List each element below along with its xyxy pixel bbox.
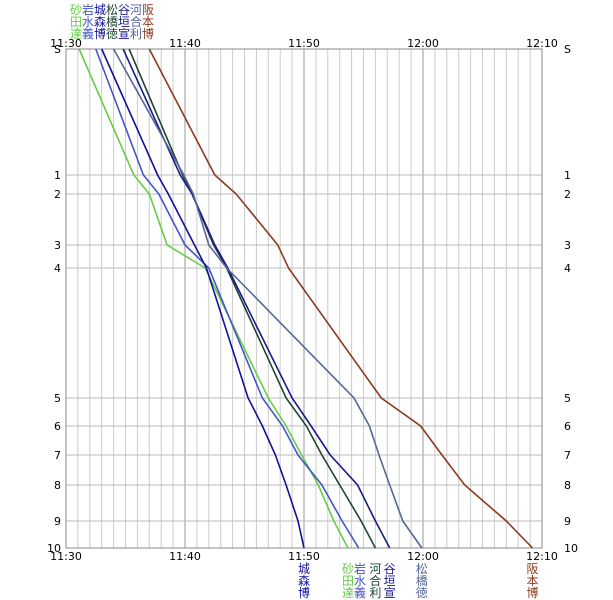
series-line-1: [78, 48, 349, 549]
y-tick-label-left: S: [54, 43, 61, 56]
top-name-label: 砂: [70, 3, 82, 17]
bottom-name-label: 水: [354, 574, 366, 588]
y-tick-label-left: 1: [54, 169, 61, 182]
y-tick-label-left: 3: [54, 239, 61, 252]
bottom-name-label: 本: [526, 574, 538, 588]
x-tick-label-bottom: 12:00: [407, 550, 439, 563]
bottom-name-label: 利: [369, 586, 381, 600]
bottom-name-label: 宣: [384, 585, 396, 600]
top-name-label: 水: [82, 15, 94, 29]
bottom-name-label: 松: [416, 562, 428, 576]
y-tick-label-left: 6: [54, 420, 61, 433]
y-tick-label-right: 10: [564, 542, 578, 555]
x-tick-label-top: 11:40: [169, 37, 201, 50]
x-tick-label-bottom: 11:30: [50, 550, 82, 563]
top-name-label: 森: [94, 14, 106, 29]
top-name-label: 岩: [82, 2, 94, 17]
y-tick-label-left: 9: [54, 515, 61, 528]
bottom-name-label: 城: [298, 562, 310, 576]
y-tick-label-left: 10: [47, 542, 61, 555]
y-tick-label-left: 4: [54, 262, 61, 275]
series-lines: [78, 48, 534, 549]
top-name-label: 宣: [118, 26, 130, 41]
bottom-name-label: 博: [526, 585, 538, 600]
top-name-label: 橋: [106, 15, 118, 29]
top-name-label: 河: [130, 3, 142, 17]
x-tick-label-top: 11:50: [288, 37, 320, 50]
bottom-name-label: 合: [369, 573, 381, 588]
y-tick-label-right: 3: [564, 239, 571, 252]
series-line-3: [100, 48, 305, 549]
y-tick-label-right: 6: [564, 420, 571, 433]
y-tick-label-right: 4: [564, 262, 571, 275]
top-name-label: 博: [94, 26, 106, 41]
y-tick-label-right: S: [564, 43, 571, 56]
bottom-name-label: 阪: [526, 562, 538, 576]
series-line-2: [95, 48, 360, 549]
bottom-name-label: 垣: [384, 574, 396, 588]
top-name-label: 合: [130, 14, 142, 29]
x-tick-label-bottom: 11:40: [169, 550, 201, 563]
y-tick-label-right: 9: [564, 515, 571, 528]
y-tick-label-left: 2: [54, 188, 61, 201]
y-tick-label-right: 2: [564, 188, 571, 201]
top-name-label: 義: [82, 26, 94, 41]
bottom-name-label: 橋: [416, 574, 428, 588]
top-name-label: 利: [130, 27, 142, 41]
top-name-label: 松: [106, 3, 118, 17]
y-tick-label-left: 7: [54, 449, 61, 462]
x-tick-label-bottom: 11:50: [288, 550, 320, 563]
series-line-6: [112, 48, 423, 549]
y-tick-label-left: 5: [54, 392, 61, 405]
series-line-7: [148, 48, 534, 549]
bottom-name-label: 達: [342, 586, 354, 600]
top-name-label: 阪: [142, 3, 154, 17]
x-tick-label-top: 12:10: [526, 37, 558, 50]
bottom-name-label: 森: [298, 573, 310, 588]
x-tick-label-top: 11:30: [50, 37, 82, 50]
top-name-label: 城: [94, 3, 106, 17]
x-tick-label-bottom: 12:10: [526, 550, 558, 563]
top-name-label: 本: [142, 15, 154, 29]
top-name-label: 垣: [118, 15, 130, 29]
series-line-5: [122, 48, 391, 549]
bottom-name-label: 河: [369, 562, 381, 576]
top-name-label: 谷: [118, 3, 130, 17]
bottom-name-label: 谷: [384, 562, 396, 576]
y-tick-label-left: 8: [54, 479, 61, 492]
y-tick-label-right: 7: [564, 449, 571, 462]
bottom-name-label: 岩: [354, 561, 366, 576]
bottom-name-label: 徳: [416, 585, 428, 600]
bottom-name-label: 砂: [342, 562, 354, 576]
y-tick-label-right: 5: [564, 392, 571, 405]
x-tick-label-top: 12:00: [407, 37, 439, 50]
y-tick-label-right: 1: [564, 169, 571, 182]
bottom-name-label: 博: [298, 585, 310, 600]
bottom-name-label: 義: [354, 585, 366, 600]
tick-labels: 11:30 11:30 11:40 11:40 11:50 11:50 12:00 12:00…: [47, 37, 578, 563]
grid: [65, 48, 543, 549]
y-tick-label-right: 8: [564, 479, 571, 492]
top-name-label: 徳: [106, 26, 118, 41]
top-name-label: 達: [70, 27, 82, 41]
top-name-label: 田: [70, 15, 82, 29]
bottom-name-label: 田: [342, 574, 354, 588]
top-name-label: 博: [142, 26, 154, 41]
series-line-4: [128, 48, 377, 549]
